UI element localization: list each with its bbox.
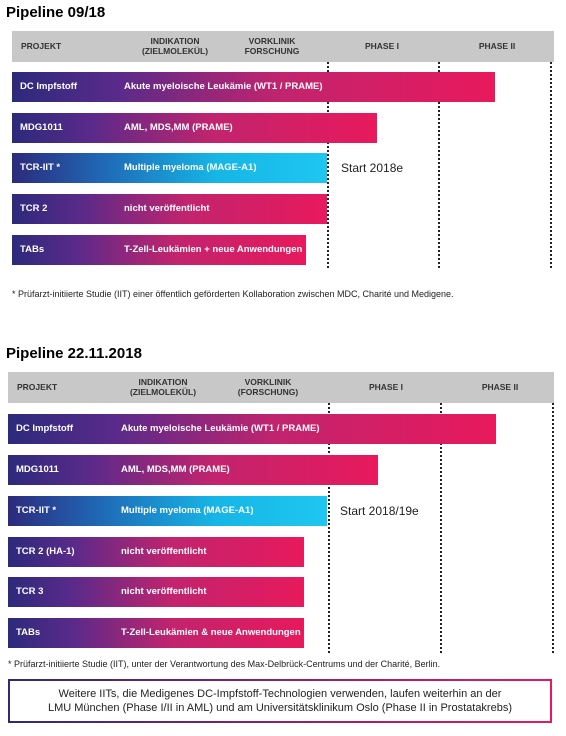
pipeline2-row-mdg1011: MDG1011 AML, MDS,MM (PRAME)	[8, 455, 378, 485]
header-phase2: PHASE II	[478, 41, 516, 51]
project-label: TABs	[16, 627, 41, 638]
project-label: TCR-IIT *	[16, 505, 57, 516]
project-label: TABs	[20, 244, 45, 255]
indication-label: Akute myeloische Leukämie (WT1 / PRAME)	[124, 81, 323, 92]
note-line-1: Weitere IITs, die Medigenes DC-Impfstoff…	[58, 688, 502, 700]
project-label: TCR 3	[16, 586, 44, 597]
indication-label: T-Zell-Leukämien + neue Anwendungen	[124, 244, 303, 255]
header-phase1: PHASE I	[368, 382, 403, 392]
divider-vorklinik-end	[327, 62, 329, 268]
indication-label: nicht veröffentlicht	[121, 586, 207, 597]
indication-label: Multiple myeloma (MAGE-A1)	[121, 505, 254, 516]
divider-vorklinik-end	[328, 403, 330, 653]
pipeline1-row-dc-impfstoff: DC Impfstoff Akute myeloische Leukämie (…	[12, 72, 495, 102]
pipeline1-row-tcr-iit: TCR-IIT * Multiple myeloma (MAGE-A1)	[12, 153, 327, 183]
pipeline2-row-tcr2-ha1: TCR 2 (HA-1) nicht veröffentlicht	[8, 537, 304, 567]
project-label: MDG1011	[20, 122, 63, 133]
pipeline1-footnote: * Prüfarzt-initiierte Studie (IIT) einer…	[12, 289, 454, 299]
pipeline2-row-tcr3: TCR 3 nicht veröffentlicht	[8, 577, 304, 607]
pipeline1-row-tcr2: TCR 2 nicht veröffentlicht	[12, 194, 327, 224]
pipeline1-row-mdg1011: MDG1011 AML, MDS,MM (PRAME)	[12, 113, 377, 143]
divider-phase1-end	[440, 403, 442, 653]
pipeline1-header: PROJEKT INDIKATION (ZIELMOLEKÜL) VORKLIN…	[12, 31, 554, 62]
pipeline1-start-label: Start 2018e	[341, 161, 404, 175]
indication-label: T-Zell-Leukämien & neue Anwendungen	[121, 627, 301, 638]
project-label: TCR 2 (HA-1)	[16, 546, 75, 557]
pipeline1-title: Pipeline 09/18	[6, 4, 106, 21]
header-phase1: PHASE I	[364, 41, 399, 51]
pipeline1-row-tabs: TABs T-Zell-Leukämien + neue Anwendungen	[12, 235, 306, 265]
indication-label: Akute myeloische Leukämie (WT1 / PRAME)	[121, 423, 320, 434]
note-box: Weitere IITs, die Medigenes DC-Impfstoff…	[8, 679, 552, 723]
header-vorklinik: VORKLINIK FORSCHUNG	[244, 36, 300, 56]
divider-phase2-end	[552, 403, 554, 653]
header-phase2: PHASE II	[481, 382, 519, 392]
pipeline2-footnote: * Prüfarzt-initiierte Studie (IIT), unte…	[8, 659, 441, 669]
pipeline2-row-tcr-iit: TCR-IIT * Multiple myeloma (MAGE-A1)	[8, 496, 327, 526]
project-label: DC Impfstoff	[16, 423, 73, 434]
pipeline2-row-tabs: TABs T-Zell-Leukämien & neue Anwendungen	[8, 618, 304, 648]
project-label: MDG1011	[16, 464, 59, 475]
project-label: TCR 2	[20, 203, 48, 214]
project-label: TCR-IIT *	[20, 162, 61, 173]
divider-phase2-end	[550, 62, 552, 268]
pipeline2-row-dc-impfstoff: DC Impfstoff Akute myeloische Leukämie (…	[8, 414, 496, 444]
pipeline2-start-label: Start 2018/19e	[340, 504, 419, 518]
header-projekt: PROJEKT	[21, 41, 62, 51]
pipeline2-header: PROJEKT INDIKATION (ZIELMOLEKÜL) VORKLIN…	[8, 372, 554, 403]
indication-label: AML, MDS,MM (PRAME)	[124, 122, 233, 133]
pipeline2-title: Pipeline 22.11.2018	[6, 345, 142, 362]
header-vorklinik: VORKLINIK (FORSCHUNG)	[237, 377, 299, 397]
header-indikation: INDIKATION (ZIELMOLEKÜL)	[129, 377, 197, 397]
indication-label: nicht veröffentlicht	[121, 546, 207, 557]
indication-label: Multiple myeloma (MAGE-A1)	[124, 162, 257, 173]
indication-label: AML, MDS,MM (PRAME)	[121, 464, 230, 475]
note-line-2: LMU München (Phase I/II in AML) und am U…	[47, 702, 512, 714]
header-indikation: INDIKATION (ZIELMOLEKÜL)	[141, 36, 209, 56]
header-projekt: PROJEKT	[17, 382, 58, 392]
divider-phase1-end	[438, 62, 440, 268]
project-label: DC Impfstoff	[20, 81, 77, 92]
indication-label: nicht veröffentlicht	[124, 203, 210, 214]
